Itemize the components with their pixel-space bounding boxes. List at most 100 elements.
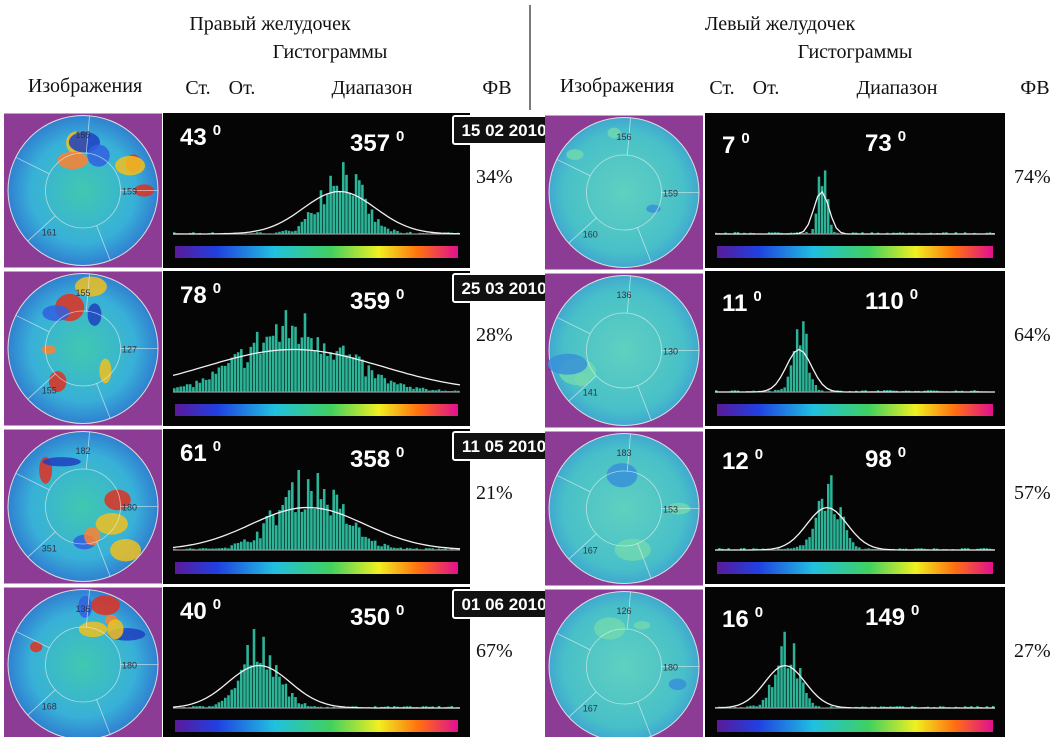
histogram-bars [173,629,460,708]
map-patch [607,127,621,139]
degree-mark: 0 [396,128,404,145]
map-segment [85,431,90,470]
degree-mark: 0 [213,280,221,297]
ejection-fraction: 27% [1014,640,1051,662]
angle-value: 358 0 [350,444,404,473]
angle-number: 358 [350,446,390,473]
map-label: 183 [616,448,631,458]
map-label: 167 [583,546,598,556]
angle-value: 350 0 [350,602,404,631]
degree-mark: 0 [396,444,404,461]
map-label: 180 [122,660,137,670]
color-bar [175,404,458,416]
map-patch [48,371,67,392]
map-patch [42,457,81,467]
degree-mark: 0 [213,122,221,139]
section-subtitle: Гистограммы [798,41,913,63]
map-patch [99,358,112,384]
angle-value: 149 0 [865,602,919,631]
map-patch [614,538,651,561]
map-label: 155 [75,130,90,140]
map-patch [566,149,584,160]
map-segment [637,385,652,421]
date: 15 02 2010 [461,121,546,140]
angle-value: 73 0 [865,128,906,157]
fit-curve [173,190,461,235]
angle-value: 78 0 [180,280,221,309]
map-patch [74,276,107,297]
histogram-bars [715,631,995,708]
map-segment [27,689,56,716]
map-patch [30,641,43,653]
fit-curve [715,190,995,235]
angle-value: 40 0 [180,596,221,625]
map-patch [668,678,687,691]
map-segment [637,227,652,263]
histogram-panel [163,113,470,268]
angle-number: 61 [180,440,207,467]
map-patch [57,151,89,170]
map-patch [84,527,101,546]
angle-value: 61 0 [180,438,221,467]
map-segment [556,316,591,335]
angle-value: 98 0 [865,444,906,473]
degree-mark: 0 [213,596,221,613]
angle-value: 11 0 [722,288,762,317]
ejection-fraction: 21% [476,482,513,504]
date: 01 06 2010 [461,595,546,614]
color-bar [175,246,458,258]
map-label: 168 [42,702,57,712]
map-segment [637,701,652,737]
ejection-fraction: 57% [1014,482,1051,504]
map-segment [568,375,597,402]
map-patch [78,621,108,638]
map-segment [15,472,50,491]
map-patch [115,155,146,176]
column-header: От. [229,77,256,99]
angle-number: 359 [350,288,390,315]
color-bar [717,562,993,574]
angle-number: 350 [350,604,390,631]
map-patch [41,344,56,355]
angle-number: 110 [865,288,904,315]
fit-curve [715,348,995,393]
map-patch [593,617,626,640]
map-segment [27,215,56,242]
map-label: 141 [583,388,598,398]
angle-number: 12 [722,448,749,475]
map-segment [626,433,631,472]
angle-number: 7 [722,132,735,159]
angle-number: 73 [865,130,892,157]
histogram-panel [705,113,1005,268]
angle-number: 40 [180,598,207,625]
color-bar [717,720,993,732]
date: 11 05 2010 [462,437,546,456]
map-segment [85,115,90,154]
angle-number: 43 [180,124,207,151]
map-segment [626,117,631,156]
ejection-fraction: 64% [1014,324,1051,346]
map-segment [556,632,591,651]
ejection-fraction: 34% [476,166,513,188]
map-patch [87,303,102,326]
map-label: 180 [663,662,678,672]
degree-mark: 0 [910,286,918,303]
section-title: Левый желудочек [705,13,856,35]
angle-number: 78 [180,282,207,309]
map-patch [104,489,131,511]
map-patch [606,463,638,488]
map-label: 167 [583,704,598,714]
fit-curve [715,506,995,551]
map-segment [15,156,50,175]
degree-mark: 0 [755,446,763,463]
map-segment [96,541,111,577]
map-label: 159 [122,186,137,196]
map-label: 159 [663,188,678,198]
map-label: 160 [583,230,598,240]
map-label: 155 [75,288,90,298]
map-segment [15,630,50,649]
map-segment [568,533,597,560]
color-bar [175,720,458,732]
